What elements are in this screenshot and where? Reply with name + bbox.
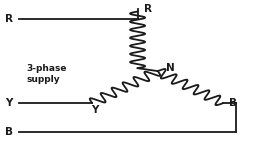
Text: B: B	[229, 98, 236, 108]
Text: Y: Y	[5, 98, 13, 108]
Text: R: R	[143, 4, 151, 14]
Text: Y: Y	[91, 105, 98, 115]
Text: B: B	[5, 127, 13, 137]
Text: N: N	[165, 63, 174, 73]
Text: 3-phase
supply: 3-phase supply	[26, 64, 67, 84]
Text: R: R	[5, 14, 13, 24]
